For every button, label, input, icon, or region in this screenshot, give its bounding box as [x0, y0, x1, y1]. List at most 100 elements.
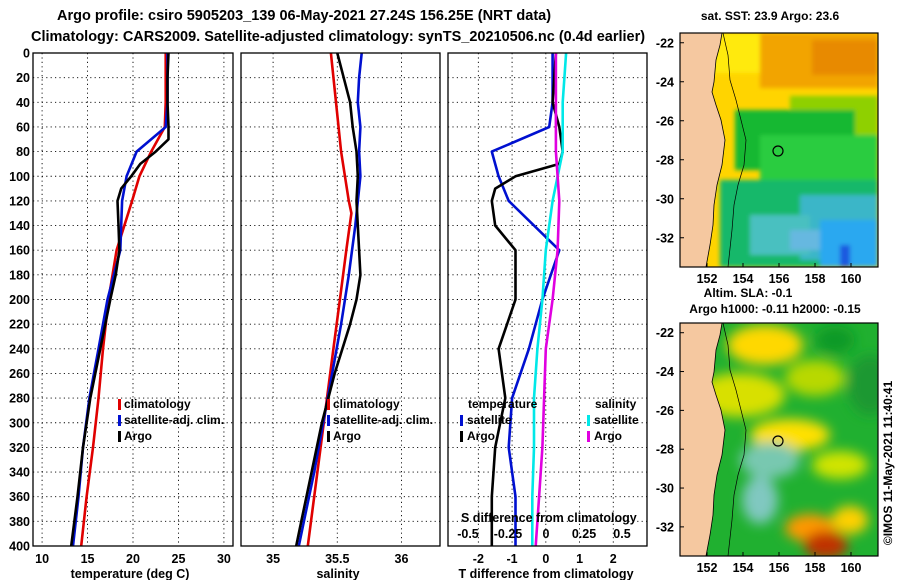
legend-satellite-swatch — [118, 415, 121, 426]
depth-tick-label: 20 — [16, 71, 30, 85]
temperature-x-tick-label: 10 — [35, 552, 49, 566]
difference-grid — [448, 52, 647, 547]
difference-x2-tick-label: -0.25 — [494, 527, 523, 541]
map-lat-label: -26 — [656, 404, 674, 418]
salinity-series-climatology — [306, 53, 353, 546]
map-lon-label: 158 — [805, 561, 826, 575]
map-lat-label: -30 — [656, 482, 674, 496]
depth-tick-label: 160 — [9, 244, 30, 258]
depth-tick-label: 0 — [23, 47, 30, 61]
map-lon-label: 156 — [769, 561, 790, 575]
sst-map-ticks: 152 154 156 158 160 -22 -24 -26 -28 -30 -32 — [656, 36, 862, 286]
difference-series-salinity-argo — [534, 53, 561, 546]
temperature-x-tick-label: 25 — [172, 552, 186, 566]
legend-d-t-satellite-swatch — [460, 415, 463, 426]
difference-panel: -2 -1 0 1 2 -0.5 -0.25 0 0.25 0.5 S difference f… — [447, 52, 648, 580]
difference-x-tick-label: 0 — [542, 552, 549, 566]
sst-map-isobath — [722, 33, 747, 267]
difference-x2-tick-label: -0.5 — [457, 527, 479, 541]
depth-tick-label: 260 — [9, 367, 30, 381]
temperature-series-climatology — [79, 53, 167, 546]
legend-d-t-argo-swatch — [460, 431, 463, 442]
map-lat-label: -24 — [656, 75, 674, 89]
map-lon-label: 154 — [733, 272, 754, 286]
map-lon-label: 152 — [697, 561, 718, 575]
sla-map-argo-marker — [772, 435, 784, 447]
difference-x-tick-label: -1 — [507, 552, 518, 566]
sla-map: Altim. SLA: -0.1 Argo h1000: -0.11 h2000… — [656, 286, 879, 575]
map-lat-label: -32 — [656, 231, 674, 245]
legend-climatology-label: climatology — [124, 397, 191, 411]
depth-tick-label: 360 — [9, 490, 30, 504]
temperature-series-argo — [69, 53, 170, 546]
difference-x-tick-label: 1 — [576, 552, 583, 566]
legend-d-t-argo-label: Argo — [467, 429, 495, 443]
depth-tick-label: 120 — [9, 194, 30, 208]
imos-watermark: ©IMOS 11-May-2021 11:40:41 — [881, 381, 895, 546]
map-lat-label: -32 — [656, 520, 674, 534]
map-lat-label: -26 — [656, 114, 674, 128]
legend-d-temperature-heading: temperature — [468, 397, 538, 411]
salinity-series-argo — [294, 53, 362, 546]
depth-tick-label: 180 — [9, 268, 30, 282]
legend-s-climatology-label: climatology — [333, 397, 400, 411]
sst-map-argo-marker — [772, 145, 784, 157]
legend-s-satellite-swatch — [327, 415, 330, 426]
difference-series-temperature-satellite — [490, 53, 561, 546]
legend-d-salinity-heading: salinity — [595, 397, 637, 411]
legend-d-s-argo-label: Argo — [594, 429, 622, 443]
map-lat-label: -28 — [656, 443, 674, 457]
salinity-x-tick-label: 35.5 — [325, 552, 349, 566]
sla-map-subtitle: Argo h1000: -0.11 h2000: -0.15 — [689, 302, 861, 316]
difference-x-tick-label: -2 — [473, 552, 484, 566]
legend-s-climatology-swatch — [327, 399, 330, 410]
salinity-x-tick-label: 35 — [266, 552, 280, 566]
legend-climatology-swatch — [118, 399, 121, 410]
sst-map: sat. SST: 23.9 Argo: 23.6 152 1 — [656, 9, 879, 286]
depth-tick-label: 320 — [9, 441, 30, 455]
sla-map-field — [680, 323, 878, 556]
sla-map-blobs — [695, 325, 878, 556]
legend-argo-swatch — [118, 431, 121, 442]
depth-tick-label: 200 — [9, 293, 30, 307]
map-lat-label: -22 — [656, 36, 674, 50]
sst-map-field — [680, 33, 878, 267]
legend-satellite-label: satellite-adj. clim. — [124, 413, 224, 427]
map-lon-label: 156 — [769, 272, 790, 286]
depth-tick-label: 240 — [9, 342, 30, 356]
difference-series — [490, 53, 568, 546]
depth-tick-label: 280 — [9, 392, 30, 406]
salinity-x-tick-label: 36 — [395, 552, 409, 566]
depth-tick-label: 220 — [9, 318, 30, 332]
temperature-xlabel: temperature (deg C) — [71, 567, 190, 580]
sst-map-land — [680, 33, 726, 267]
salinity-x-ticks: 35 35.5 36 — [266, 552, 408, 566]
temperature-frame — [32, 52, 234, 547]
depth-tick-label: 380 — [9, 515, 30, 529]
difference-x-ticks: -2 -1 0 1 2 — [473, 552, 617, 566]
temperature-x-ticks: 10 15 20 25 30 — [35, 552, 231, 566]
temperature-x-tick-label: 30 — [217, 552, 231, 566]
map-lat-label: -24 — [656, 365, 674, 379]
legend-s-argo-label: Argo — [333, 429, 361, 443]
salinity-frame — [240, 52, 441, 547]
title-line-1: Argo profile: csiro 5905203_139 06-May-2… — [57, 8, 551, 24]
title-line-2: Climatology: CARS2009. Satellite-adjuste… — [31, 29, 645, 45]
temperature-grid — [33, 52, 233, 547]
difference-x2-tick-label: 0 — [543, 527, 550, 541]
sla-map-isobath — [722, 323, 747, 556]
temperature-legend: climatology satellite-adj. clim. Argo — [118, 397, 224, 443]
map-lon-label: 158 — [805, 272, 826, 286]
difference-legend: temperature salinity satellite Argo sate… — [460, 397, 639, 443]
salinity-legend: climatology satellite-adj. clim. Argo — [327, 397, 433, 443]
salinity-panel: 35 35.5 36 salinity climatology satellite-… — [240, 52, 441, 580]
legend-s-satellite-label: satellite-adj. clim. — [333, 413, 433, 427]
salinity-grid — [241, 52, 440, 547]
temperature-series — [69, 53, 170, 546]
depth-tick-label: 300 — [9, 416, 30, 430]
sst-map-blobs — [700, 33, 878, 267]
difference-x2-ticks: -0.5 -0.25 0 0.25 0.5 — [457, 527, 631, 541]
salinity-xlabel: salinity — [316, 567, 359, 580]
depth-tick-label: 40 — [16, 96, 30, 110]
depth-tick-label: 400 — [9, 540, 30, 554]
